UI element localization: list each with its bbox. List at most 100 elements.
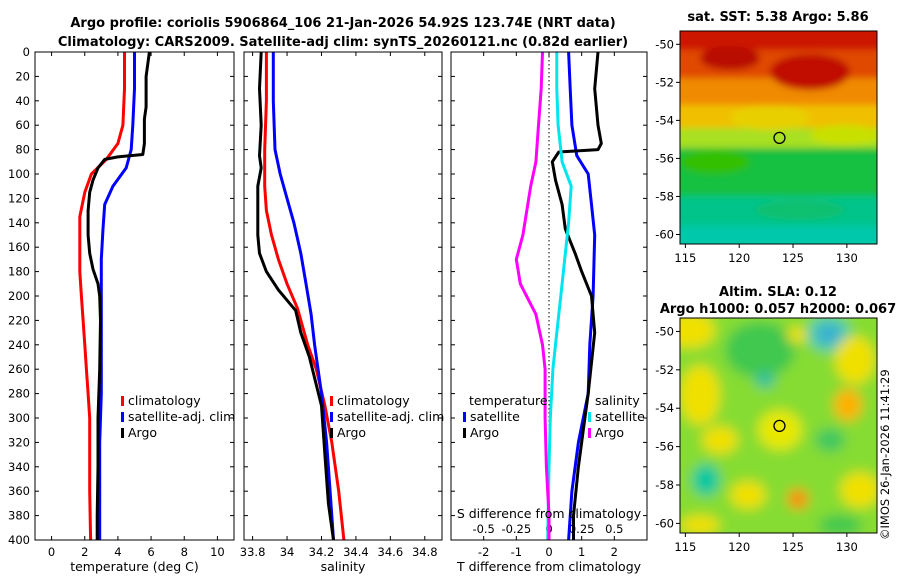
x-tick-label: 34.2: [309, 545, 335, 559]
difference-axes-frame: [450, 51, 648, 541]
x-tick-label: 34.8: [412, 545, 438, 559]
y-tick-label: 180: [8, 265, 30, 279]
salinity-panel: 33.8 34 34.2 34.4 34.6 34.8 salinity climatol…: [240, 51, 444, 574]
legend-label-s-argo: Argo: [595, 425, 624, 440]
top-tick-label: -0.25: [501, 522, 531, 536]
sla-map-frame: [679, 317, 878, 534]
y-tick-label: 60: [15, 118, 30, 132]
y-tick-label: -58: [655, 478, 674, 492]
y-tick-label: 200: [8, 289, 30, 303]
salinity-xlabel: salinity: [321, 559, 366, 574]
legend-swatch-argo: [330, 428, 333, 438]
legend-label-satellite: satellite-adj. clim: [128, 409, 235, 424]
y-tick-label: 300: [8, 411, 30, 425]
legend-swatch-climatology: [121, 396, 124, 406]
x-tick-label: 34.6: [378, 545, 404, 559]
y-tick-label: -54: [655, 401, 674, 415]
temperature-axes-frame: [34, 51, 235, 541]
top-tick-label: 0.5: [605, 522, 623, 536]
legend-swatch-s-satellite: [588, 412, 591, 422]
temperature-panel: 0 2 4 6 8 10020406080100120140160180200220240…: [8, 45, 235, 574]
legend-label-t-satellite: satellite: [470, 409, 520, 424]
legend-swatch-satellite: [121, 412, 124, 422]
x-tick-label: 115: [674, 251, 696, 265]
y-tick-label: -50: [655, 37, 674, 51]
temperature-xlabel: temperature (deg C): [70, 559, 199, 574]
series-line-satellite-adj-clim: [98, 52, 136, 540]
y-tick-label: 160: [8, 240, 30, 254]
legend-label-climatology: climatology: [337, 393, 410, 408]
y-tick-label: 80: [15, 143, 30, 157]
y-tick-label: 220: [8, 313, 30, 327]
legend-swatch-argo: [121, 428, 124, 438]
series-line-t-argo: [550, 52, 603, 540]
x-tick-label: 34.4: [343, 545, 369, 559]
x-tick-label: -1: [511, 545, 522, 559]
series-line-climatology: [263, 52, 346, 540]
series-line-t-satellite: [567, 52, 597, 540]
y-tick-label: -58: [655, 189, 674, 203]
legend-label-satellite: satellite-adj. clim: [337, 409, 444, 424]
x-tick-label: 2: [611, 545, 618, 559]
sst-map-title: sat. SST: 5.38 Argo: 5.86: [687, 10, 868, 25]
legend-swatch-t-argo: [463, 428, 466, 438]
series-line-argo: [256, 52, 335, 540]
x-tick-label: 125: [782, 540, 804, 554]
title-line-2: Climatology: CARS2009. Satellite-adj cli…: [58, 35, 628, 50]
y-tick-label: -56: [655, 151, 674, 165]
legend-label-argo: Argo: [128, 425, 157, 440]
x-tick-label: -2: [478, 545, 489, 559]
x-tick-label: 4: [114, 545, 121, 559]
x-tick-label: 34: [280, 545, 295, 559]
x-tick-label: 6: [147, 545, 154, 559]
argo-position-marker: [773, 131, 786, 145]
sst-map-frame: [679, 30, 878, 245]
y-tick-label: 340: [8, 460, 30, 474]
top-tick-label: 0.25: [569, 522, 595, 536]
title-line-1: Argo profile: coriolis 5906864_106 21-Ja…: [70, 16, 615, 31]
y-tick-label: 20: [15, 69, 30, 83]
series-line-argo: [86, 52, 151, 540]
x-tick-label: 125: [782, 251, 804, 265]
y-tick-label: 0: [23, 45, 30, 59]
y-tick-label: 320: [8, 435, 30, 449]
top-tick-label: -0.5: [472, 522, 494, 536]
sla-map: Altim. SLA: 0.12 Argo h1000: 0.057 h2000…: [655, 285, 896, 554]
y-tick-label: 120: [8, 191, 30, 205]
legend-title-salinity: salinity: [595, 393, 640, 408]
sla-heatmap: [680, 318, 877, 533]
salinity-axes-frame: [243, 51, 443, 541]
imos-timestamp: ©IMOS 26-Jan-2026 11:41:29: [878, 369, 892, 540]
y-tick-label: -60: [655, 516, 674, 530]
y-tick-label: -52: [655, 363, 674, 377]
temperature-legend: climatology satellite-adj. clim Argo: [121, 393, 235, 440]
sst-map: sat. SST: 5.38 Argo: 5.86 115 120 125 130 -5…: [655, 10, 878, 265]
legend-label-s-satellite: satellite: [595, 409, 645, 424]
difference-xlabel: T difference from climatology: [456, 559, 642, 574]
salinity-legend: climatology satellite-adj. clim Argo: [330, 393, 444, 440]
x-tick-label: 10: [210, 545, 225, 559]
sla-map-title: Altim. SLA: 0.12: [719, 285, 837, 300]
series-line-s-argo: [514, 52, 551, 540]
x-tick-label: 130: [836, 251, 858, 265]
x-tick-label: 0: [545, 545, 552, 559]
y-tick-label: -60: [655, 227, 674, 241]
x-tick-label: 115: [674, 540, 696, 554]
legend-swatch-s-argo: [588, 428, 591, 438]
x-tick-label: 120: [728, 251, 750, 265]
legend-swatch-t-satellite: [463, 412, 466, 422]
x-tick-label: 8: [181, 545, 188, 559]
y-tick-label: 380: [8, 509, 30, 523]
legend-label-argo: Argo: [337, 425, 366, 440]
x-tick-label: 33.8: [240, 545, 266, 559]
y-tick-label: 140: [8, 216, 30, 230]
difference-legend: temperature satellite Argo salinity sate…: [463, 393, 645, 440]
y-tick-label: 400: [8, 533, 30, 547]
y-tick-label: 360: [8, 484, 30, 498]
sla-map-subtitle: Argo h1000: 0.057 h2000: 0.067: [660, 302, 896, 317]
legend-label-t-argo: Argo: [470, 425, 499, 440]
legend-label-climatology: climatology: [128, 393, 201, 408]
y-tick-label: 40: [15, 94, 30, 108]
